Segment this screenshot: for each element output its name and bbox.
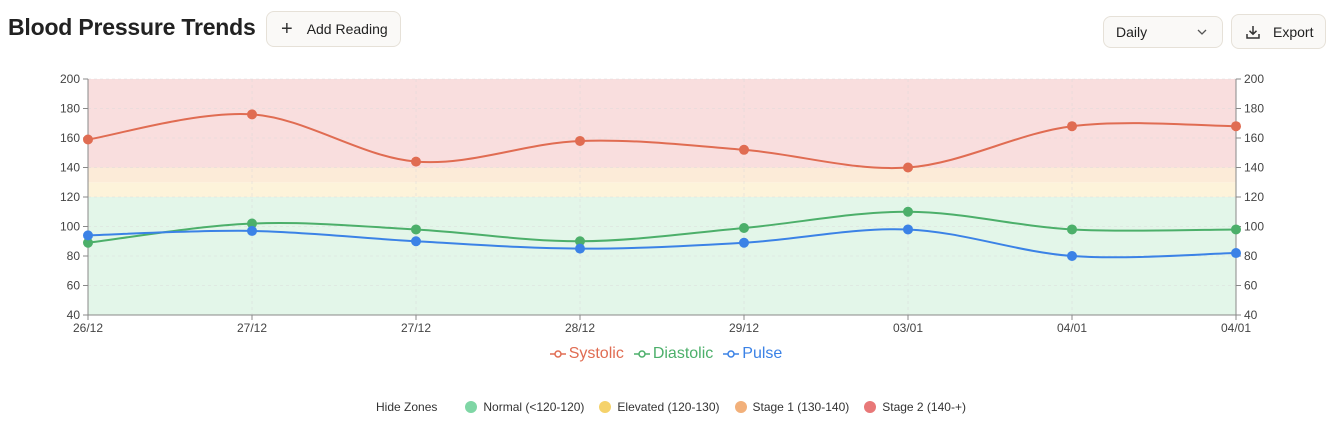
systolic-point: [83, 134, 93, 145]
systolic-point: [1231, 121, 1241, 132]
y-tick-label-right: 120: [1244, 190, 1264, 204]
y-tick-label-right: 200: [1244, 72, 1264, 86]
diastolic-point: [411, 224, 421, 235]
zone-band-1: [88, 182, 1236, 197]
y-tick-label-left: 140: [60, 161, 80, 175]
zone-legend-label: Normal (<120-120): [483, 400, 585, 414]
zone-legend-item[interactable]: Stage 2 (140-+): [864, 400, 966, 414]
export-label: Export: [1273, 23, 1314, 40]
y-tick-label-left: 160: [60, 131, 80, 145]
zone-dot-icon: [599, 401, 612, 413]
diastolic-point: [1231, 224, 1241, 235]
y-tick-label-right: 160: [1244, 131, 1264, 145]
x-tick-label: 27/12: [237, 321, 267, 335]
pulse-point: [247, 225, 257, 236]
x-tick-label: 03/01: [893, 321, 923, 335]
legend-label: Diastolic: [652, 345, 714, 362]
chevron-down-icon: [1197, 29, 1207, 35]
zone-legend-label: Stage 1 (130-140): [752, 400, 850, 414]
pulse-point: [1231, 248, 1241, 259]
y-tick-label-left: 40: [67, 308, 81, 322]
x-tick-label: 26/12: [73, 321, 103, 335]
y-tick-label-right: 180: [1244, 102, 1264, 116]
legend-item-diastolic[interactable]: Diastolic: [633, 345, 714, 363]
legend-label: Pulse: [742, 345, 783, 362]
systolic-point: [247, 109, 257, 120]
pulse-point: [903, 224, 913, 235]
zone-legend-item[interactable]: Stage 1 (130-140): [734, 400, 850, 414]
y-tick-label-right: 60: [1244, 279, 1258, 293]
diastolic-point: [903, 206, 913, 217]
pulse-point: [1067, 251, 1077, 261]
period-select-value: Daily: [1116, 24, 1148, 40]
x-tick-label: 29/12: [729, 321, 759, 335]
add-reading-button[interactable]: + Add Reading: [266, 11, 401, 47]
legend-line-icon: [549, 350, 566, 358]
zone-legend-label: Elevated (120-130): [617, 400, 720, 414]
y-tick-label-right: 140: [1244, 161, 1264, 175]
diastolic-line: [87, 210, 1237, 244]
zone-dot-icon: [465, 401, 478, 413]
x-tick-label: 04/01: [1221, 321, 1251, 335]
legend-line-icon: [633, 350, 650, 358]
x-tick-label: 28/12: [565, 321, 595, 335]
x-tick-label: 04/01: [1057, 321, 1087, 335]
zones-legend: Hide Zones Normal (<120-120) Elevated (12…: [376, 400, 981, 414]
x-tick-label: 27/12: [401, 321, 431, 335]
y-tick-label-right: 100: [1244, 220, 1264, 234]
y-tick-label-right: 80: [1244, 249, 1258, 263]
zone-dot-icon: [734, 401, 747, 413]
y-tick-label-left: 200: [60, 72, 80, 86]
systolic-line: [87, 113, 1237, 170]
y-tick-label-right: 40: [1244, 308, 1258, 322]
systolic-point: [903, 162, 913, 173]
plus-icon: +: [281, 18, 293, 40]
chart-legend: Systolic Diastolic Pulse: [0, 345, 1332, 363]
zone-legend-item[interactable]: Elevated (120-130): [599, 400, 720, 414]
y-tick-label-left: 100: [60, 220, 80, 234]
hide-zones-toggle[interactable]: Hide Zones: [376, 400, 438, 414]
zone-band-2: [88, 167, 1236, 183]
pulse-point: [411, 236, 421, 247]
page-title: Blood Pressure Trends: [8, 14, 256, 40]
y-tick-label-left: 80: [67, 249, 81, 263]
pulse-point: [575, 243, 585, 254]
systolic-point: [1067, 121, 1077, 132]
legend-line-icon: [723, 350, 740, 358]
legend-item-pulse[interactable]: Pulse: [723, 345, 782, 363]
diastolic-point: [83, 237, 93, 248]
systolic-point: [411, 156, 421, 167]
systolic-point: [575, 135, 585, 146]
period-select[interactable]: Daily: [1103, 16, 1223, 48]
blood-pressure-chart: 40 40 60 60 80 80 100 100 120 120 140 140 160 160 180 1…: [60, 72, 1264, 335]
y-tick-label-left: 60: [67, 279, 81, 293]
y-tick-label-left: 120: [60, 190, 80, 204]
systolic-point: [739, 144, 749, 155]
add-reading-label: Add Reading: [306, 21, 388, 37]
zone-band-3: [88, 79, 1236, 168]
download-icon: [1246, 25, 1260, 39]
export-button[interactable]: Export: [1231, 14, 1326, 49]
zone-dot-icon: [864, 401, 877, 413]
pulse-line: [87, 228, 1237, 259]
diastolic-point: [247, 218, 257, 229]
diastolic-point: [739, 222, 749, 233]
legend-label: Systolic: [568, 345, 624, 362]
pulse-point: [739, 237, 749, 248]
pulse-point: [83, 230, 93, 241]
zone-legend-item[interactable]: Normal (<120-120): [465, 400, 584, 414]
y-tick-label-left: 180: [60, 102, 80, 116]
diastolic-point: [575, 236, 585, 247]
diastolic-point: [1067, 224, 1077, 235]
zone-legend-label: Stage 2 (140-+): [882, 400, 966, 414]
legend-item-systolic[interactable]: Systolic: [549, 345, 624, 363]
